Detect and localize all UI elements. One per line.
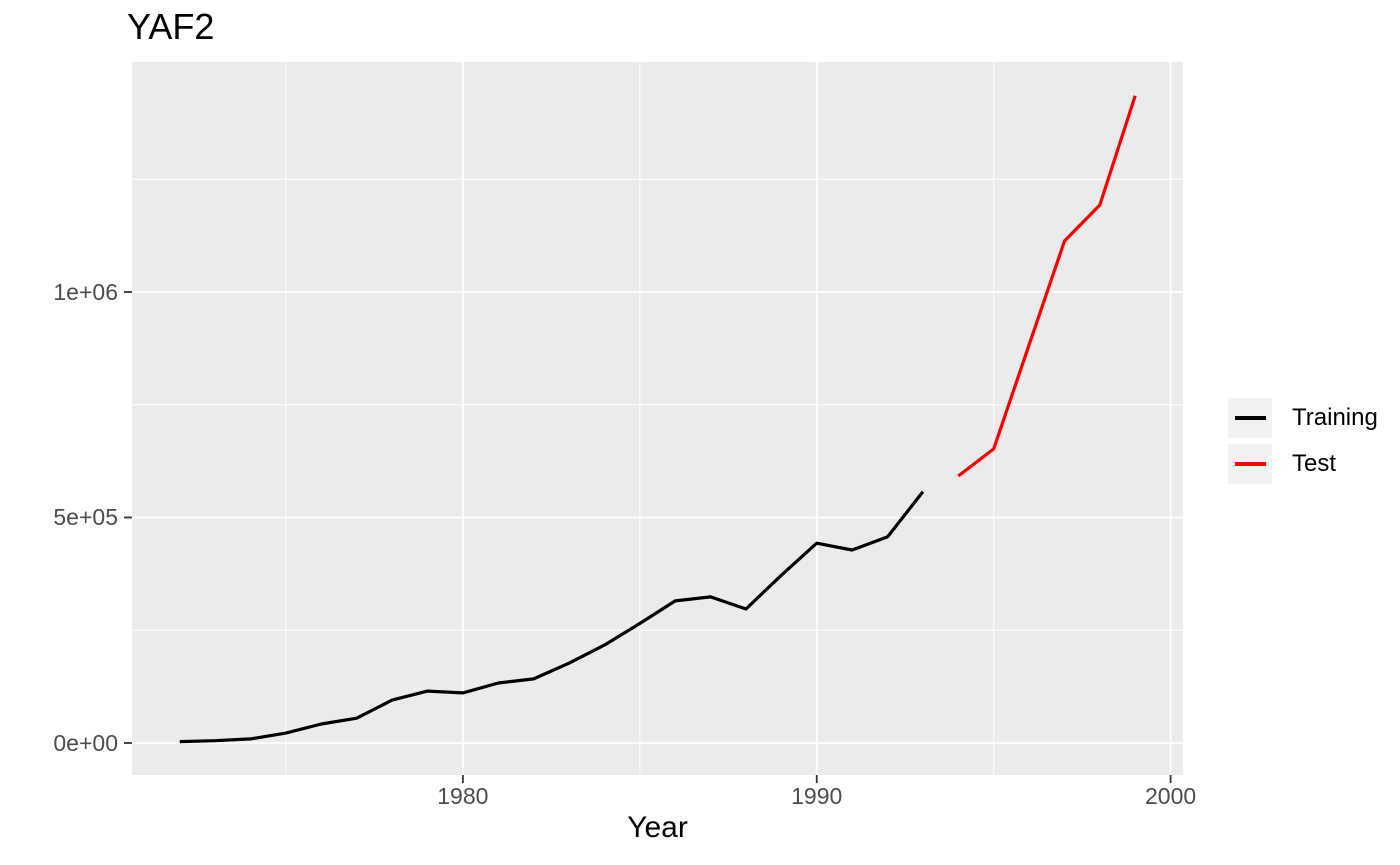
legend-key [1228, 398, 1272, 438]
legend-key [1228, 444, 1272, 484]
legend-item: Test [1228, 444, 1378, 484]
test-line [957, 95, 1137, 478]
x-axis-title: Year [627, 811, 688, 844]
y-tick-label: 1e+06 [53, 279, 118, 305]
y-tick-label: 0e+00 [53, 729, 118, 756]
legend-item: Training [1228, 398, 1378, 438]
y-tick-label: 5e+05 [53, 504, 118, 531]
legend-label: Training [1292, 404, 1378, 431]
legend-label: Test [1292, 450, 1337, 477]
x-tick-label: 1990 [791, 783, 843, 809]
plot-panel [132, 62, 1183, 775]
legend-key-line-icon [1234, 462, 1266, 466]
legend: Training Test [1228, 398, 1378, 490]
training-line [179, 490, 925, 744]
x-tick-label: 1980 [437, 783, 489, 809]
plot-title: YAF2 [127, 6, 215, 47]
legend-key-line-icon [1234, 416, 1266, 420]
x-tick-label: 2000 [1145, 783, 1197, 809]
